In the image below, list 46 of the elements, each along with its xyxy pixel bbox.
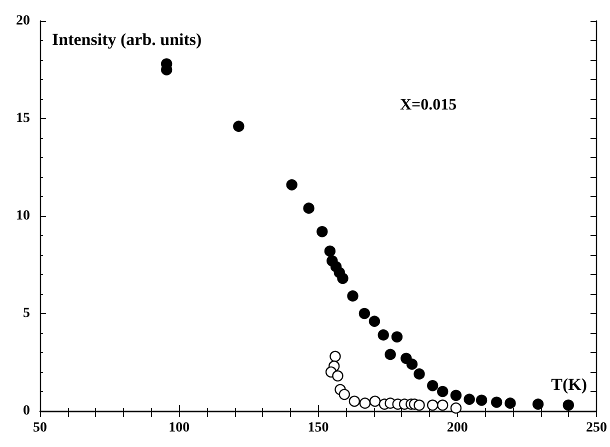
x-tick-label: 50 bbox=[33, 420, 47, 436]
point bbox=[437, 386, 448, 398]
point bbox=[337, 272, 348, 284]
point bbox=[532, 398, 544, 410]
point bbox=[450, 402, 462, 414]
point bbox=[348, 396, 360, 407]
point bbox=[316, 226, 328, 238]
point bbox=[450, 390, 462, 401]
y-tick-label: 5 bbox=[23, 306, 30, 321]
point bbox=[233, 120, 244, 132]
point bbox=[358, 308, 370, 320]
y-tick-label: 10 bbox=[16, 208, 30, 224]
point bbox=[437, 400, 448, 411]
annotation: X=0.015 bbox=[400, 96, 457, 114]
y-tick-label: 0 bbox=[23, 404, 30, 418]
point bbox=[406, 358, 418, 370]
point bbox=[476, 394, 488, 406]
point bbox=[464, 394, 475, 405]
point bbox=[378, 329, 389, 341]
point bbox=[427, 380, 438, 392]
point bbox=[414, 400, 425, 411]
point bbox=[369, 396, 381, 407]
point bbox=[286, 179, 298, 190]
point bbox=[414, 368, 425, 380]
point bbox=[303, 202, 314, 214]
point bbox=[347, 290, 358, 302]
x-axis-title: T(K) bbox=[551, 375, 588, 394]
point bbox=[384, 348, 396, 360]
y-axis-title: Intensity (arb. units) bbox=[52, 30, 202, 49]
point bbox=[332, 370, 344, 382]
point bbox=[562, 400, 574, 411]
x-tick-label: 100 bbox=[168, 420, 190, 436]
point bbox=[504, 398, 516, 409]
point bbox=[368, 316, 380, 327]
point bbox=[427, 400, 438, 411]
point bbox=[491, 396, 502, 408]
point bbox=[324, 246, 336, 257]
point bbox=[391, 331, 403, 342]
point bbox=[330, 350, 341, 362]
x-tick-label: 200 bbox=[446, 420, 468, 436]
point bbox=[338, 388, 350, 400]
point bbox=[359, 398, 371, 409]
x-tick-label: 150 bbox=[308, 420, 329, 436]
y-tick-label: 20 bbox=[16, 14, 30, 28]
y-tick-label: 15 bbox=[16, 111, 30, 126]
x-tick-label: 250 bbox=[586, 420, 607, 436]
